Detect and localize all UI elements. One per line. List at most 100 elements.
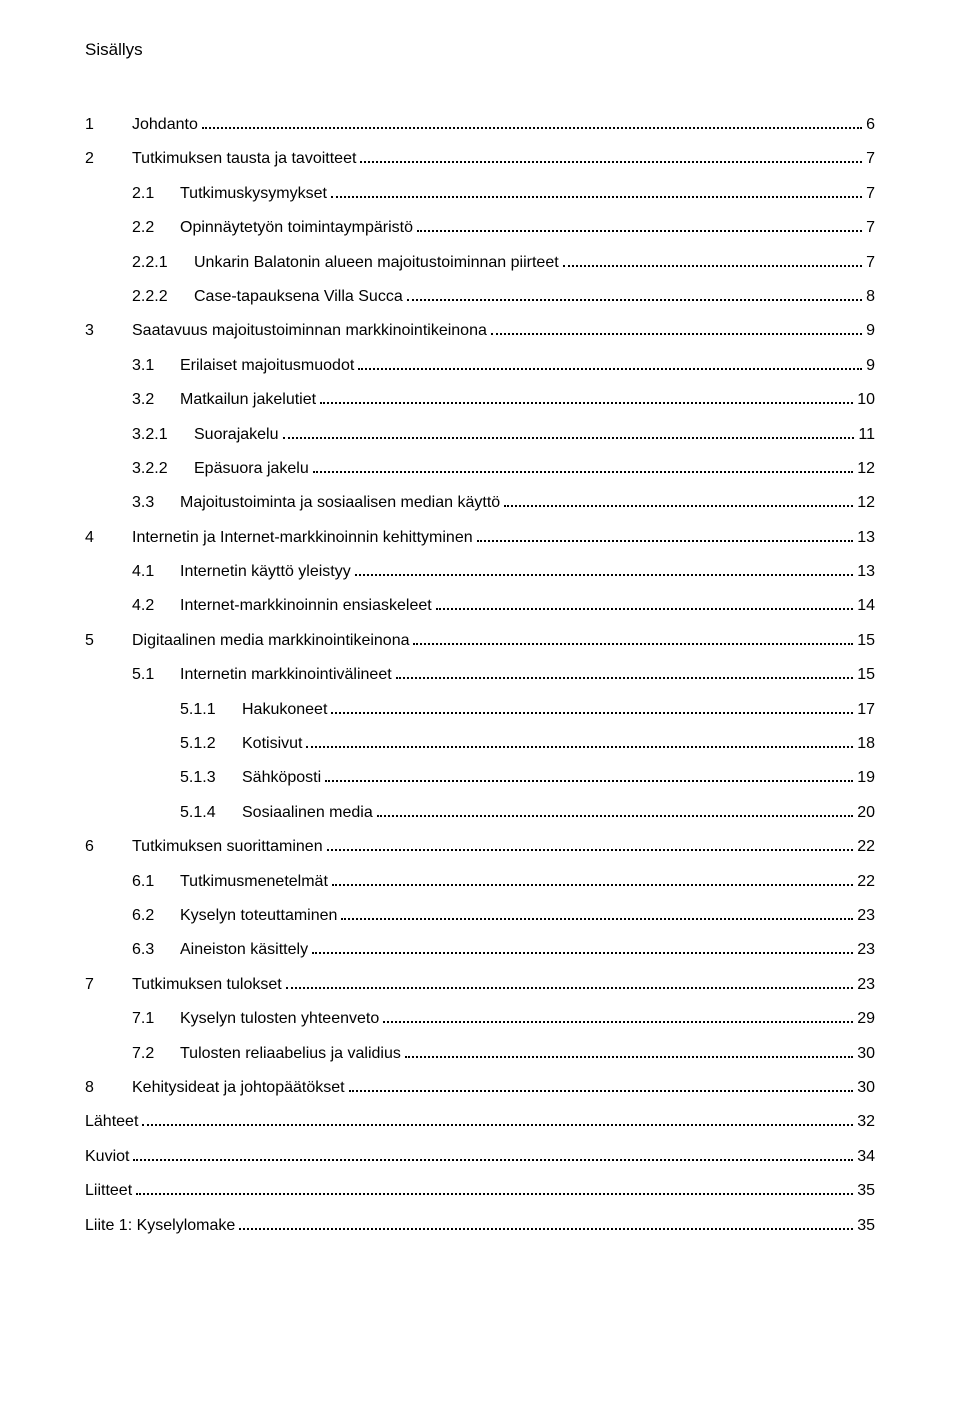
toc-entry-label: Epäsuora jakelu: [194, 452, 309, 486]
toc-entry: 4.2Internet-markkinoinnin ensiaskeleet14: [85, 589, 875, 623]
toc-entry-page: 32: [857, 1105, 875, 1139]
toc-entry-page: 7: [866, 142, 875, 176]
toc-entry-page: 17: [857, 693, 875, 727]
toc-entry-number: 2.2: [132, 211, 180, 245]
toc-entry-page: 14: [857, 589, 875, 623]
toc-entry-label: Sähköposti: [242, 761, 321, 795]
toc-entry-page: 34: [857, 1140, 875, 1174]
toc-entry-number: 5.1.4: [180, 796, 242, 830]
toc-entry-label: Tutkimuksen tulokset: [132, 968, 282, 1002]
toc-entry-label: Suorajakelu: [194, 418, 279, 452]
toc-entry: Kuviot34: [85, 1140, 875, 1174]
toc-leader-dots: [341, 905, 853, 920]
toc-entry: 6.1Tutkimusmenetelmät22: [85, 865, 875, 899]
toc-entry-label: Erilaiset majoitusmuodot: [180, 349, 354, 383]
toc-entry-label: Internetin käyttö yleistyy: [180, 555, 351, 589]
toc-entry: 8Kehitysideat ja johtopäätökset30: [85, 1071, 875, 1105]
toc-entry-label: Hakukoneet: [242, 693, 327, 727]
toc-entry-page: 15: [857, 658, 875, 692]
toc-entry-label: Digitaalinen media markkinointikeinona: [132, 624, 409, 658]
toc-entry: 5.1.4Sosiaalinen media20: [85, 796, 875, 830]
toc-entry-page: 30: [857, 1037, 875, 1071]
toc-entry: 7.2Tulosten reliaabelius ja validius 30: [85, 1037, 875, 1071]
toc-entry-page: 22: [857, 830, 875, 864]
toc-entry-label: Kehitysideat ja johtopäätökset: [132, 1071, 345, 1105]
toc-entry-label: Tutkimusmenetelmät: [180, 865, 328, 899]
toc-leader-dots: [142, 1112, 853, 1127]
toc-entry-number: 3.3: [132, 486, 180, 520]
toc-entry: 2.1Tutkimuskysymykset7: [85, 177, 875, 211]
toc-entry-number: 8: [85, 1071, 132, 1105]
toc-entry: 2.2Opinnäytetyön toimintaympäristö 7: [85, 211, 875, 245]
toc-entry: 4.1Internetin käyttö yleistyy13: [85, 555, 875, 589]
toc-leader-dots: [417, 217, 862, 232]
toc-entry-page: 15: [857, 624, 875, 658]
toc-entry-page: 12: [857, 452, 875, 486]
toc-entry-number: 5.1: [132, 658, 180, 692]
toc-entry-label: Sosiaalinen media: [242, 796, 373, 830]
toc-entry: 5.1.1Hakukoneet17: [85, 693, 875, 727]
toc-entry-page: 7: [866, 177, 875, 211]
toc-leader-dots: [306, 733, 853, 748]
toc-entry-number: 7.2: [132, 1037, 180, 1071]
toc-entry-page: 35: [857, 1209, 875, 1243]
toc-entry-number: 2.2.2: [132, 280, 194, 314]
toc-entry-page: 7: [866, 211, 875, 245]
toc-leader-dots: [239, 1215, 853, 1230]
toc-entry-label: Tulosten reliaabelius ja validius: [180, 1037, 401, 1071]
toc-entry-number: 1: [85, 108, 132, 142]
toc-entry: 3.2Matkailun jakelutiet10: [85, 383, 875, 417]
toc-leader-dots: [332, 871, 853, 886]
toc-entry-label: Saatavuus majoitustoiminnan markkinointi…: [132, 314, 487, 348]
toc-leader-dots: [202, 114, 862, 129]
toc-entry-label: Johdanto: [132, 108, 198, 142]
toc-entry-page: 7: [866, 246, 875, 280]
toc-entry: 5.1Internetin markkinointivälineet 15: [85, 658, 875, 692]
toc-entry: 1Johdanto6: [85, 108, 875, 142]
toc-leader-dots: [396, 664, 854, 679]
toc-entry-page: 10: [857, 383, 875, 417]
toc-leader-dots: [405, 1043, 853, 1058]
toc-entry: 5Digitaalinen media markkinointikeinona1…: [85, 624, 875, 658]
toc-entry: 2.2.2Case-tapauksena Villa Succa8: [85, 280, 875, 314]
toc-entry: 2.2.1Unkarin Balatonin alueen majoitusto…: [85, 246, 875, 280]
toc-entry-number: 2.1: [132, 177, 180, 211]
toc-leader-dots: [133, 1146, 853, 1161]
toc-leader-dots: [331, 183, 862, 198]
toc-leader-dots: [320, 389, 853, 404]
toc-entry-number: 3.2: [132, 383, 180, 417]
toc-entry-label: Internetin markkinointivälineet: [180, 658, 392, 692]
toc-entry-number: 6.2: [132, 899, 180, 933]
toc-entry-page: 19: [857, 761, 875, 795]
toc-leader-dots: [312, 940, 853, 955]
toc-leader-dots: [358, 355, 862, 370]
toc-entry-label: Majoitustoiminta ja sosiaalisen median k…: [180, 486, 500, 520]
toc-entry: 3.3Majoitustoiminta ja sosiaalisen media…: [85, 486, 875, 520]
toc-entry-number: 7: [85, 968, 132, 1002]
toc-leader-dots: [349, 1077, 854, 1092]
toc-entry-label: Tutkimuksen tausta ja tavoitteet: [132, 142, 356, 176]
toc-leader-dots: [491, 321, 862, 336]
toc-leader-dots: [325, 768, 853, 783]
toc-entry: 3.1Erilaiset majoitusmuodot9: [85, 349, 875, 383]
toc-entry-page: 23: [857, 899, 875, 933]
toc-entry-number: 2.2.1: [132, 246, 194, 280]
toc-entry-label: Aineiston käsittely: [180, 933, 308, 967]
toc-leader-dots: [136, 1180, 853, 1195]
toc-entry-number: 5.1.3: [180, 761, 242, 795]
toc-entry-number: 2: [85, 142, 132, 176]
toc-entry-number: 4.1: [132, 555, 180, 589]
toc-entry: Liite 1: Kyselylomake35: [85, 1209, 875, 1243]
toc-leader-dots: [283, 424, 855, 439]
toc-entry: 3Saatavuus majoitustoiminnan markkinoint…: [85, 314, 875, 348]
toc-entry-number: 6.3: [132, 933, 180, 967]
toc-title: Sisällys: [85, 40, 875, 60]
toc-entry: 2Tutkimuksen tausta ja tavoitteet 7: [85, 142, 875, 176]
toc-entry-label: Opinnäytetyön toimintaympäristö: [180, 211, 413, 245]
toc-entry-number: 6: [85, 830, 132, 864]
toc-entry: 7.1Kyselyn tulosten yhteenveto29: [85, 1002, 875, 1036]
toc-entry-label: Liitteet: [85, 1174, 132, 1208]
toc-entry-label: Internet-markkinoinnin ensiaskeleet: [180, 589, 432, 623]
toc-entry: 5.1.2Kotisivut18: [85, 727, 875, 761]
toc-entry-page: 13: [857, 521, 875, 555]
